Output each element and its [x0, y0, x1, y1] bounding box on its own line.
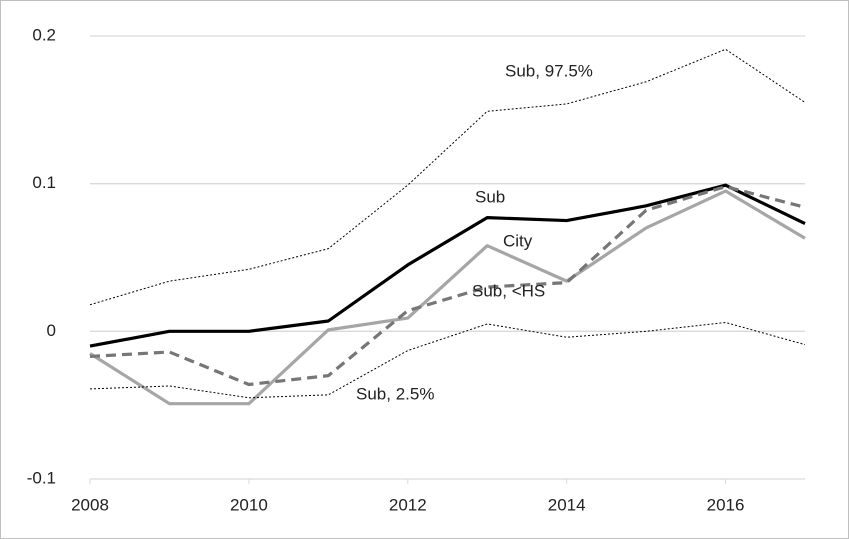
- x-tick-label: 2010: [230, 495, 268, 514]
- series-label: Sub, 2.5%: [356, 384, 434, 403]
- series-line: [89, 183, 806, 348]
- series-label: Sub, <HS: [472, 281, 545, 300]
- series-label: City: [503, 231, 533, 250]
- y-tick-label: -0.1: [27, 468, 56, 487]
- x-tick-label: 2012: [389, 495, 427, 514]
- series-line: [89, 185, 806, 387]
- x-tick-label: 2016: [707, 495, 745, 514]
- x-tick-label: 2008: [71, 495, 109, 514]
- y-tick-label: 0.1: [32, 173, 56, 192]
- y-tick-label: 0: [47, 321, 56, 340]
- series-label: Sub, 97.5%: [505, 61, 593, 80]
- series-line: [89, 48, 806, 306]
- series-label: Sub: [475, 187, 505, 206]
- series-line: [89, 189, 806, 406]
- y-tick-label: 0.2: [32, 25, 56, 44]
- series-line: [89, 321, 806, 399]
- x-tick-label: 2014: [548, 495, 586, 514]
